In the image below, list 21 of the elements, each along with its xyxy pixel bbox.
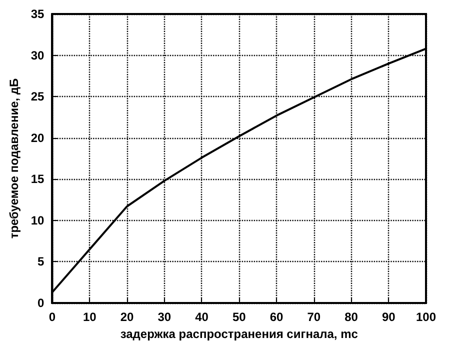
x-tick-label: 50	[232, 310, 246, 324]
x-tick-label: 10	[82, 310, 97, 324]
x-tick-label: 30	[158, 310, 172, 324]
y-tick-label: 20	[30, 130, 45, 145]
x-tick-label: 100	[416, 310, 436, 324]
x-tick-label: 90	[382, 310, 396, 324]
y-tick-label: 30	[30, 48, 45, 62]
x-axis-title: задержка распространения сигнала, mc	[120, 326, 358, 341]
y-tick-label: 0	[38, 296, 45, 310]
y-tick-label: 15	[30, 172, 45, 186]
y-tick-label: 10	[30, 213, 45, 228]
y-tick-label: 5	[38, 254, 45, 269]
x-tick-label: 70	[307, 310, 321, 324]
y-tick-label: 35	[30, 7, 45, 21]
x-tick-label: 20	[120, 310, 134, 324]
y-tick-label: 25	[30, 90, 45, 104]
x-tick-label: 40	[195, 310, 209, 324]
x-tick-label: 80	[344, 310, 358, 324]
x-tick-label: 0	[48, 310, 56, 324]
y-axis-title: требуемое подавление, дБ	[7, 78, 21, 239]
x-tick-label: 60	[270, 310, 284, 324]
